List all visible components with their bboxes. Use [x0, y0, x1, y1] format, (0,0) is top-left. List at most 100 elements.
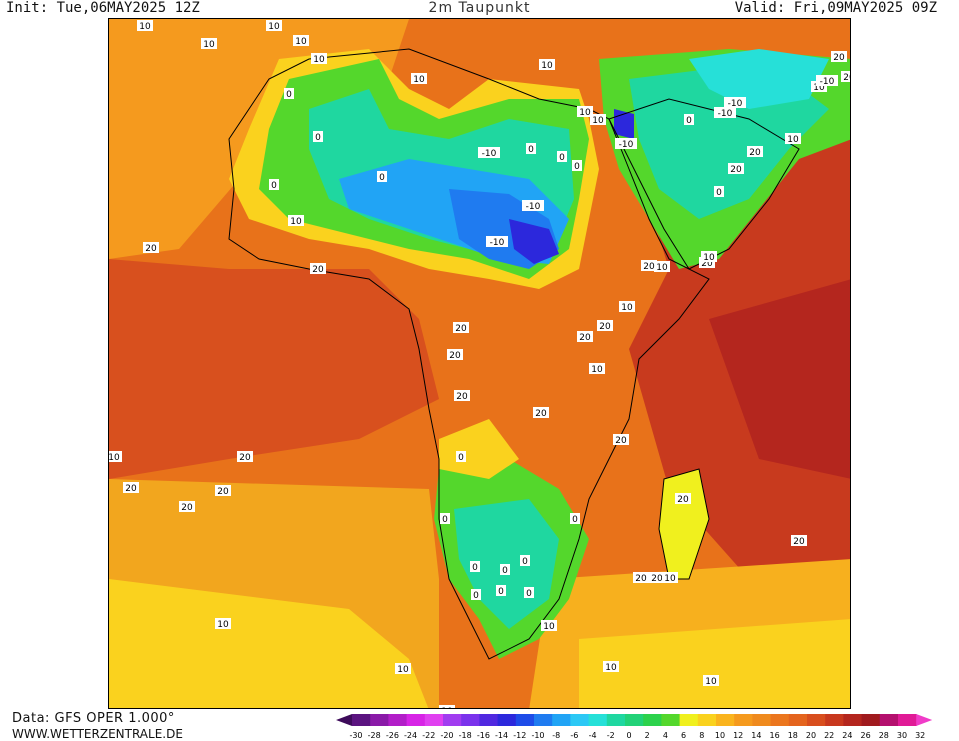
contour-label: 10: [266, 20, 282, 32]
legend-tick-label: 24: [842, 731, 852, 740]
legend-tick-label: -18: [459, 731, 472, 740]
contour-label-text: 10: [295, 37, 307, 47]
contour-label-box: [557, 151, 567, 162]
contour-label: -10: [615, 138, 637, 150]
legend-swatch: [679, 714, 699, 726]
contour-label: 10: [137, 20, 153, 32]
legend-swatch: [697, 714, 717, 726]
legend-tick-label: -22: [422, 731, 435, 740]
contour-label-box: [699, 257, 715, 268]
field-south-atlantic-cool: [109, 579, 429, 708]
contour-label: 10: [811, 81, 827, 93]
contour-label-text: 20: [635, 574, 647, 584]
contour-label-box: [570, 513, 580, 524]
contour-label-box: [478, 147, 500, 158]
contour-label: 20: [310, 263, 326, 275]
contour-label-text: 20: [449, 351, 461, 361]
contour-label: 0: [313, 131, 323, 143]
contour-label-text: 10: [591, 365, 603, 375]
contour-label: -10: [522, 200, 544, 212]
contour-label: 10: [701, 251, 717, 263]
legend-tick-label: 0: [626, 731, 631, 740]
legend-swatch: [625, 714, 644, 726]
contour-label: 10: [589, 363, 605, 375]
contour-label-text: 10: [605, 663, 617, 673]
contour-label-text: 20: [312, 265, 324, 275]
contour-label-box: [791, 535, 807, 546]
contour-label-text: 10: [109, 453, 120, 463]
contour-label: 20: [577, 331, 593, 343]
legend-swatch: [898, 714, 917, 726]
contour-label-box: [313, 131, 323, 142]
contour-label-text: 20: [455, 324, 467, 334]
contour-label-text: 20: [217, 487, 229, 497]
contour-label-box: [456, 451, 466, 462]
legend-tick-label: 16: [770, 731, 780, 740]
contour-label-text: 0: [473, 591, 479, 601]
contour-label-box: [703, 675, 719, 686]
contour-label-box: [816, 75, 838, 86]
contour-label: 10: [619, 301, 635, 313]
legend-swatch: [570, 714, 590, 726]
contour-label-text: 10: [413, 75, 425, 85]
contour-label-box: [675, 493, 691, 504]
legend-swatch: [752, 714, 772, 726]
contour-label-box: [633, 572, 649, 583]
contour-label-text: 20: [599, 322, 611, 332]
contour-label: 20: [533, 407, 549, 419]
contour-label: 0: [456, 451, 466, 463]
contour-label-text: 20: [125, 484, 137, 494]
contour-label: 0: [470, 561, 480, 573]
contour-label-text: 10: [543, 622, 555, 632]
legend-tick-label: -26: [386, 731, 399, 740]
contour-label-box: [590, 114, 606, 125]
map-title: 2m Taupunkt: [428, 0, 531, 16]
contour-label: 10: [577, 106, 593, 118]
contour-label: 10: [439, 705, 455, 708]
madagascar: [658, 468, 710, 580]
contour-label-text: 10: [621, 303, 633, 313]
legend-tick-label: 30: [897, 731, 907, 740]
contour-label: 10: [703, 675, 719, 687]
contour-label-text: 10: [203, 40, 215, 50]
legend-swatch: [479, 714, 499, 726]
legend-swatch: [807, 714, 826, 726]
contour-label-text: 20: [456, 392, 468, 402]
contour-label-box: [649, 572, 665, 583]
contour-label: 20: [675, 493, 691, 505]
field-sahara-core: [509, 219, 559, 264]
contour-label-box: [524, 587, 534, 598]
contour-label-box: [654, 261, 670, 272]
contour-label-box: [123, 482, 139, 493]
data-source: Data: GFS OPER 1.000°: [12, 711, 175, 726]
website-link[interactable]: WWW.WETTERZENTRALE.DE: [12, 727, 183, 741]
contour-label-box: [215, 618, 231, 629]
legend-swatch: [661, 714, 681, 726]
contour-label-text: 20: [615, 436, 627, 446]
contour-label-box: [439, 705, 455, 708]
legend-tick-label: -2: [607, 731, 615, 740]
legend-tick-label: 32: [915, 731, 925, 740]
contour-label-box: [619, 301, 635, 312]
contour-label-text: 0: [574, 162, 580, 172]
legend-swatch: [734, 714, 753, 726]
arabia-coastline: [608, 98, 800, 270]
contour-label: 10: [293, 35, 309, 47]
contour-label-box: [453, 322, 469, 333]
contour-label-box: [310, 263, 326, 274]
contour-label-text: -10: [718, 109, 733, 119]
contour-label-box: [811, 81, 827, 92]
contour-label-text: 10: [268, 22, 280, 32]
africa-coastline: [228, 48, 710, 660]
contour-label-text: 0: [559, 153, 565, 163]
contour-label-box: [714, 186, 724, 197]
contour-label: 10: [590, 114, 606, 126]
contour-label: 0: [496, 585, 506, 597]
contour-label-text: 20: [677, 495, 689, 505]
legend-tick-label: 28: [879, 731, 889, 740]
contour-label-box: [269, 179, 279, 190]
field-arabia-teal: [629, 69, 829, 219]
contour-label: 10: [654, 261, 670, 273]
contour-label-text: 20: [239, 453, 251, 463]
